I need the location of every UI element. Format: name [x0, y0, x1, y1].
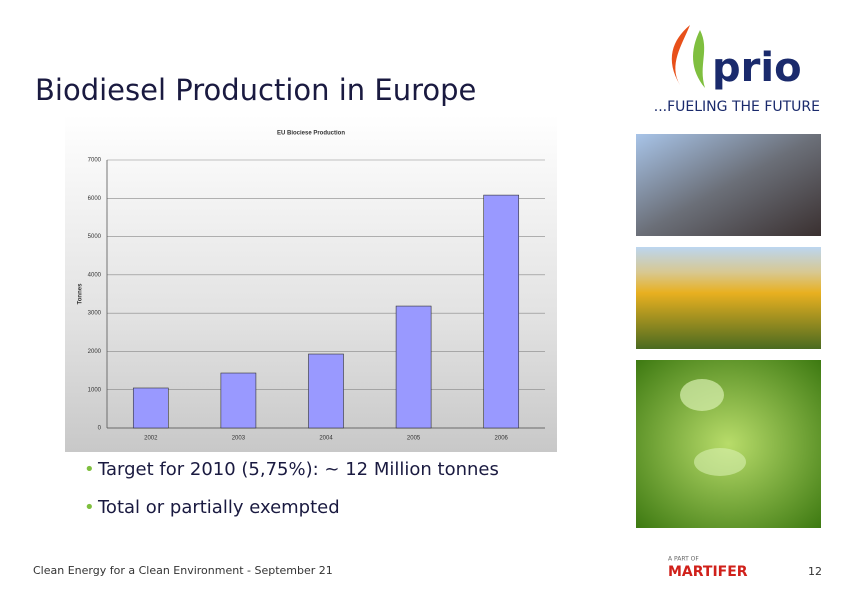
- bar: [308, 353, 344, 429]
- x-tick-label: 2005: [407, 436, 421, 442]
- x-tick-label: 2004: [319, 436, 333, 442]
- droplet: [680, 379, 724, 411]
- logo-flame: [671, 25, 690, 85]
- y-axis-label: Tonnes: [78, 283, 84, 305]
- y-tick-label: 3000: [88, 311, 102, 317]
- bullet-marker: •: [84, 459, 95, 480]
- slide-title: Biodiesel Production in Europe: [35, 73, 476, 107]
- page-number: 12: [808, 565, 822, 578]
- footer: Clean Energy for a Clean Environment - S…: [33, 564, 333, 577]
- y-tick-label: 0: [98, 426, 102, 432]
- partner-logo: MARTIFER: [668, 564, 748, 580]
- bullet: Target for 2010 (5,75%): ~ 12 Million to…: [97, 459, 499, 480]
- y-tick-label: 7000: [88, 158, 102, 164]
- y-tick-label: 4000: [88, 272, 102, 278]
- y-tick-label: 2000: [88, 349, 102, 355]
- chart: 0 1000 2000 3000 4000 5000 6000 7000 2002 2003 200…: [88, 158, 545, 442]
- bar: [220, 372, 257, 429]
- bar: [395, 305, 432, 429]
- partner-prefix: A PART OF: [668, 556, 699, 563]
- logo: prio: [712, 45, 802, 91]
- bar: [132, 387, 169, 429]
- photo: [636, 247, 821, 349]
- droplet: [694, 448, 746, 476]
- bar: [483, 194, 520, 429]
- chart-title: EU Biociese Production: [277, 131, 345, 137]
- x-tick-label: 2006: [495, 436, 509, 442]
- logo-flame: [693, 30, 705, 88]
- y-tick-label: 6000: [88, 196, 102, 202]
- x-tick-label: 2002: [144, 436, 158, 442]
- photo: [636, 360, 821, 528]
- y-tick-label: 5000: [88, 234, 102, 240]
- logo-tagline: ...FUELING THE FUTURE: [654, 99, 820, 115]
- y-tick-label: 1000: [88, 387, 102, 393]
- bullet: Total or partially exempted: [97, 497, 340, 518]
- x-tick-label: 2003: [232, 436, 246, 442]
- bullet-marker: •: [84, 497, 95, 518]
- photo: [636, 134, 821, 236]
